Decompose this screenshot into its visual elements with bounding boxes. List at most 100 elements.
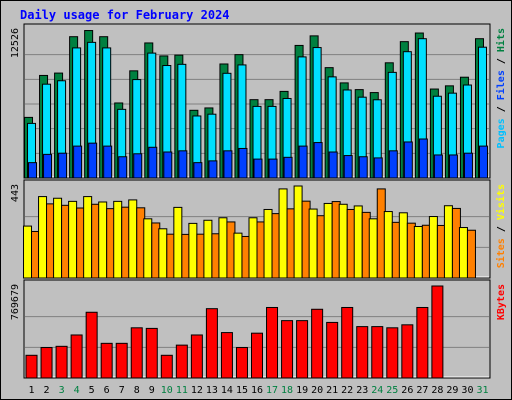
bar-visits-day-30 [458,227,468,279]
x-tick-label-15: 15 [236,385,248,396]
bar-kbytes-day-8 [130,327,143,379]
legend-entry: / [496,100,507,118]
bar-kbytes-day-11 [175,344,188,379]
bar-visits-day-2 [38,196,48,279]
bar-visits-day-1 [23,225,33,279]
bar-pages-day-5 [88,142,98,179]
x-tick-label-6: 6 [104,385,110,396]
bar-visits-day-11 [173,206,183,279]
bar-pages-day-11 [178,150,188,179]
bar-kbytes-day-25 [386,327,399,379]
bar-visits-day-22 [338,203,348,279]
bar-visits-day-12 [188,222,198,279]
bar-kbytes-day-2 [40,347,53,379]
legend-entry: Files [495,70,507,100]
bar-kbytes-day-17 [266,306,279,379]
x-tick-label-25: 25 [386,385,398,396]
bar-kbytes-day-12 [190,334,203,379]
bar-kbytes-day-4 [70,334,83,379]
bar-pages-day-16 [253,158,263,179]
bar-visits-day-8 [128,199,138,279]
bar-visits-day-17 [263,208,273,279]
bar-visits-day-26 [398,212,408,279]
bar-kbytes-day-5 [85,311,98,379]
x-tick-label-23: 23 [356,385,368,396]
x-tick-label-30: 30 [461,385,473,396]
panel-hits-files-pages-max-label: 12526 [10,28,21,58]
bar-visits-day-28 [428,216,438,279]
panel-visits-sites-legend: Sites / Visits [495,184,507,268]
legend-entry: Hits [495,28,507,52]
bar-pages-day-17 [268,158,278,179]
bar-pages-day-1 [28,162,38,179]
bar-kbytes-day-15 [235,347,248,379]
x-tick-label-28: 28 [431,385,443,396]
panel-kbytes-max-label: 769679 [10,284,21,320]
legend-entry: Visits [495,184,507,220]
bar-pages-day-20 [313,142,323,179]
bar-pages-day-21 [328,151,338,179]
x-tick-label-14: 14 [221,385,233,396]
bar-pages-day-12 [193,162,203,179]
bar-visits-day-15 [233,232,243,279]
bar-pages-day-9 [148,146,158,179]
bar-visits-day-5 [83,196,93,279]
bar-pages-day-10 [163,151,173,179]
bar-visits-day-18 [278,188,288,279]
bar-pages-day-19 [298,145,308,179]
x-tick-label-4: 4 [74,385,80,396]
bar-kbytes-day-28 [431,285,444,379]
bar-visits-day-13 [203,219,213,279]
x-tick-label-7: 7 [119,385,125,396]
bar-sites-day-30 [466,229,476,279]
bar-visits-day-19 [293,185,303,279]
x-tick-label-18: 18 [281,385,293,396]
bar-visits-day-23 [353,205,363,279]
x-tick-label-3: 3 [59,385,65,396]
bar-pages-day-7 [118,156,128,179]
bar-kbytes-day-24 [371,326,384,379]
bar-kbytes-day-19 [296,320,309,379]
x-tick-label-11: 11 [176,385,188,396]
bar-kbytes-day-10 [160,354,173,379]
bar-visits-day-6 [98,201,108,279]
x-tick-label-26: 26 [401,385,413,396]
x-tick-label-1: 1 [29,385,35,396]
panel-hits-files-pages-legend: Pages / Files / Hits [495,28,507,148]
bar-pages-day-26 [403,141,413,179]
bar-pages-day-31 [478,145,488,179]
x-tick-label-5: 5 [89,385,95,396]
x-tick-label-8: 8 [134,385,140,396]
x-tick-label-17: 17 [266,385,278,396]
legend-entry: KBytes [496,284,507,320]
bar-pages-day-14 [223,150,233,179]
bar-kbytes-day-13 [205,308,218,379]
bar-kbytes-day-1 [25,354,38,379]
x-tick-label-22: 22 [341,385,353,396]
bar-pages-day-25 [388,150,398,179]
bar-pages-day-23 [358,156,368,179]
legend-entry: Pages [496,118,507,148]
bar-visits-day-27 [413,225,423,279]
x-tick-label-27: 27 [416,385,428,396]
x-tick-label-9: 9 [149,385,155,396]
bar-pages-day-2 [43,153,53,179]
bar-kbytes-day-18 [281,320,294,379]
chart-title: Daily usage for February 2024 [20,8,230,22]
bar-kbytes-day-20 [311,308,324,379]
x-tick-label-2: 2 [44,385,50,396]
x-tick-label-16: 16 [251,385,263,396]
bar-visits-day-24 [368,218,378,279]
bar-visits-day-29 [443,205,453,279]
bar-kbytes-day-26 [401,324,414,379]
x-tick-label-24: 24 [371,385,383,396]
bar-pages-day-13 [208,160,218,179]
bar-pages-day-4 [73,145,83,179]
panel-visits-sites-max-label: 443 [10,184,21,202]
bar-pages-day-6 [103,145,113,179]
x-tick-label-13: 13 [206,385,218,396]
bar-visits-day-16 [248,217,258,279]
x-tick-label-19: 19 [296,385,308,396]
bar-kbytes-day-23 [356,326,369,379]
